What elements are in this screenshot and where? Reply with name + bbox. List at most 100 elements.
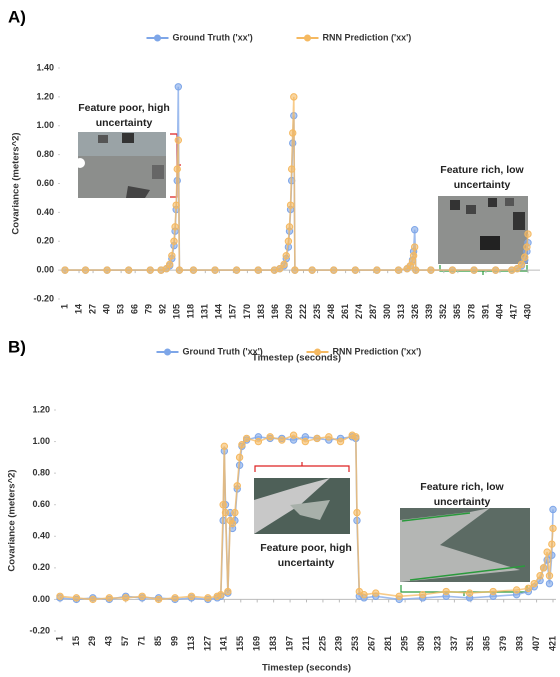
x-tick-label: 421	[547, 636, 557, 651]
y-axis-title: Covariance (meters^2)	[11, 132, 22, 234]
data-point	[490, 588, 496, 594]
data-point	[188, 593, 194, 599]
x-tick-label: 225	[317, 636, 327, 651]
data-point	[104, 267, 110, 273]
y-axis-title: Covariance (meters^2)	[7, 469, 18, 571]
data-point	[123, 595, 129, 601]
data-point	[106, 595, 112, 601]
data-point	[62, 267, 68, 273]
x-tick-label: 430	[522, 304, 532, 319]
data-point	[283, 252, 289, 258]
data-point	[176, 267, 182, 273]
x-tick-label: 295	[399, 636, 409, 651]
data-point	[292, 267, 298, 273]
x-tick-label: 170	[242, 304, 252, 319]
data-point	[410, 252, 416, 258]
annotation-line: uncertainty	[434, 496, 491, 508]
data-point	[166, 261, 172, 267]
x-tick-label: 211	[301, 636, 311, 651]
data-point	[229, 520, 235, 526]
x-tick-label: 157	[228, 304, 238, 319]
x-tick-label: 27	[87, 304, 97, 314]
data-point	[513, 587, 519, 593]
data-point	[205, 595, 211, 601]
x-tick-label: 274	[354, 304, 364, 319]
y-tick-label: 1.00	[32, 436, 50, 446]
legend-marker	[314, 349, 321, 356]
data-point	[352, 267, 358, 273]
x-tick-label: 267	[367, 636, 377, 651]
data-point	[255, 438, 261, 444]
data-point	[413, 267, 419, 273]
legend-label: RNN Prediction ('xx')	[333, 346, 422, 356]
x-tick-label: 300	[382, 304, 392, 319]
data-point	[175, 137, 181, 143]
data-point	[428, 267, 434, 273]
inset-image-a2	[438, 196, 528, 264]
data-point	[232, 509, 238, 515]
data-point	[524, 244, 530, 250]
x-tick-label: 57	[120, 636, 130, 646]
data-point	[373, 590, 379, 596]
annotation-line: uncertainty	[454, 179, 511, 191]
legend-marker	[154, 35, 161, 42]
data-point	[549, 541, 555, 547]
x-tick-label: 14	[73, 304, 83, 314]
y-tick-label: 0.60	[36, 178, 54, 188]
data-point	[190, 267, 196, 273]
annotation-line: Feature poor, high	[78, 102, 170, 114]
x-tick-label: 287	[368, 304, 378, 319]
x-tick-label: 197	[284, 636, 294, 651]
data-point	[337, 438, 343, 444]
x-tick-label: 209	[284, 304, 294, 319]
x-tick-label: 131	[200, 304, 210, 319]
data-point	[309, 267, 315, 273]
data-point	[395, 267, 401, 273]
data-point	[57, 593, 63, 599]
x-tick-label: 352	[438, 304, 448, 319]
data-point	[396, 593, 402, 599]
x-tick-label: 323	[432, 636, 442, 651]
data-point	[175, 84, 181, 90]
annotation-line: Feature rich, low	[420, 481, 504, 493]
x-tick-label: 113	[186, 636, 196, 651]
x-tick-label: 407	[531, 636, 541, 651]
x-tick-label: 393	[515, 636, 525, 651]
x-tick-label: 43	[104, 636, 114, 646]
x-tick-label: 127	[202, 636, 212, 651]
x-tick-label: 169	[252, 636, 262, 651]
inset-image-b2	[400, 508, 530, 582]
panel-label: A)	[8, 7, 26, 26]
x-tick-label: 417	[508, 304, 518, 319]
data-point	[125, 267, 131, 273]
legend-marker	[304, 35, 311, 42]
data-point	[492, 267, 498, 273]
data-point	[243, 435, 249, 441]
x-tick-label: 253	[350, 636, 360, 651]
data-point	[290, 432, 296, 438]
x-tick-label: 183	[256, 304, 266, 319]
data-point	[544, 549, 550, 555]
x-tick-label: 351	[465, 636, 475, 651]
y-tick-label: 1.20	[32, 404, 50, 414]
x-tick-label: 281	[383, 636, 393, 651]
data-point	[279, 437, 285, 443]
data-point	[218, 591, 224, 597]
data-point	[518, 261, 524, 267]
x-tick-label: 365	[482, 636, 492, 651]
y-tick-label: 1.40	[36, 62, 54, 72]
data-point	[288, 166, 294, 172]
panel-label: B)	[8, 337, 26, 356]
data-point	[255, 267, 261, 273]
data-point	[411, 244, 417, 250]
data-point	[302, 438, 308, 444]
x-tick-label: 404	[494, 304, 504, 319]
x-tick-label: 326	[410, 304, 420, 319]
data-point	[234, 483, 240, 489]
inset-image-b1	[254, 478, 350, 534]
data-point	[550, 525, 556, 531]
inset-image-a1	[75, 132, 166, 198]
data-point	[449, 267, 455, 273]
data-point	[172, 595, 178, 601]
